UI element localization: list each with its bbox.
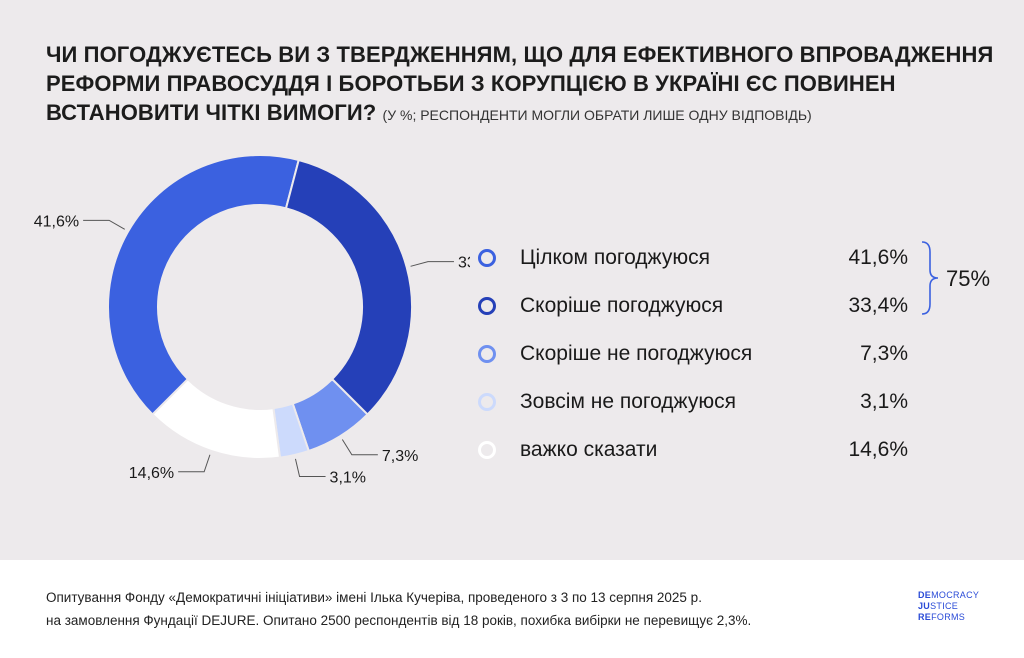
legend-label: Скоріше погоджуюся xyxy=(520,294,724,317)
slice-value-label: 14,6% xyxy=(129,465,174,482)
logo-part: STICE xyxy=(930,601,959,611)
legend-value: 7,3% xyxy=(860,342,908,365)
legend-value: 33,4% xyxy=(848,294,908,317)
dejure-logo: DEMOCRACY JUSTICE REFORMS xyxy=(918,590,979,623)
leader-line xyxy=(410,261,454,267)
logo-part: RE xyxy=(918,612,932,622)
legend-item: Зовсім не погоджуюся 3,1% xyxy=(478,378,998,426)
donut-slice xyxy=(151,377,282,460)
leader-line xyxy=(83,219,125,230)
legend-label: Зовсім не погоджуюся xyxy=(520,390,736,413)
logo-part: FORMS xyxy=(931,612,966,622)
legend-label: Цілком погоджуюся xyxy=(520,246,710,269)
leader-line xyxy=(294,458,326,477)
donut-slice xyxy=(107,154,300,416)
group-bracket xyxy=(921,241,939,315)
legend-item: важко сказати 14,6% xyxy=(478,426,998,474)
legend-dot-icon xyxy=(478,249,496,267)
donut-slice xyxy=(284,158,413,416)
group-total-label: 75% xyxy=(946,266,991,291)
legend-value: 41,6% xyxy=(848,246,908,269)
legend-value: 14,6% xyxy=(848,438,908,461)
title-subtitle: (У %; РЕСПОНДЕНТИ МОГЛИ ОБРАТИ ЛИШЕ ОДНУ… xyxy=(382,107,812,123)
footer-line-2: на замовлення Фундації DEJURE. Опитано 2… xyxy=(46,613,752,628)
legend-dot-icon xyxy=(478,345,496,363)
legend-dot-icon xyxy=(478,297,496,315)
slice-value-label: 41,6% xyxy=(34,213,79,230)
footer-source: Опитування Фонду «Демократичні ініціатив… xyxy=(46,586,751,632)
chart-title: ЧИ ПОГОДЖУЄТЕСЬ ВИ З ТВЕРДЖЕННЯМ, ЩО ДЛЯ… xyxy=(46,40,996,130)
legend-label: важко сказати xyxy=(520,438,658,461)
legend: Цілком погоджуюся 41,6% Скоріше погоджуюся… xyxy=(478,234,998,474)
legend-item: Скоріше не погоджуюся 7,3% xyxy=(478,330,998,378)
donut-chart: 41,6% 33,4% 7,3% 3,1% 14,6% xyxy=(34,154,470,486)
title-main: ЧИ ПОГОДЖУЄТЕСЬ ВИ З ТВЕРДЖЕННЯМ, ЩО ДЛЯ… xyxy=(46,42,994,125)
slice-value-label: 7,3% xyxy=(382,448,418,465)
legend-item: Цілком погоджуюся 41,6% xyxy=(478,234,998,282)
logo-part: JU xyxy=(918,601,931,611)
legend-value: 3,1% xyxy=(860,390,908,413)
legend-label: Скоріше не погоджуюся xyxy=(520,342,753,365)
legend-item: Скоріше погоджуюся 33,4% xyxy=(478,282,998,330)
footer: Опитування Фонду «Демократичні ініціатив… xyxy=(0,560,1024,658)
logo-part: DE xyxy=(918,590,932,600)
slice-value-label: 33,4% xyxy=(458,255,470,272)
slice-value-label: 3,1% xyxy=(330,469,366,486)
footer-line-1: Опитування Фонду «Демократичні ініціатив… xyxy=(46,590,702,605)
legend-dot-icon xyxy=(478,393,496,411)
leader-line xyxy=(341,439,378,456)
leader-line xyxy=(178,454,211,473)
logo-part: MOCRACY xyxy=(931,590,980,600)
legend-dot-icon xyxy=(478,441,496,459)
